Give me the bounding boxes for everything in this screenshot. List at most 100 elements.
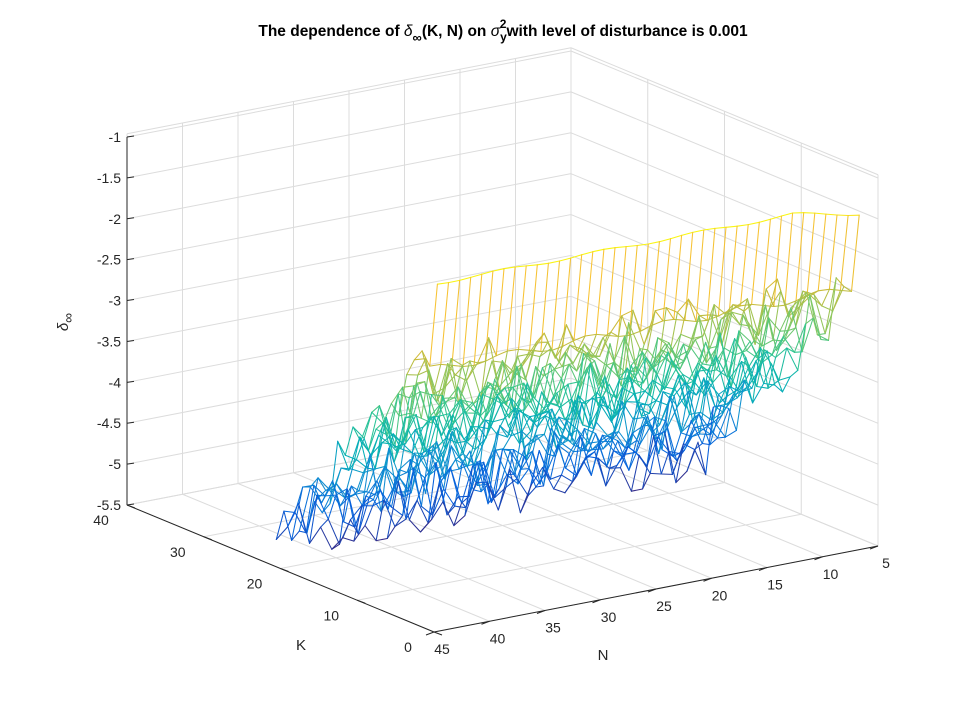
mesh-segment xyxy=(735,306,745,312)
mesh-segment xyxy=(486,481,499,511)
mesh-segment xyxy=(437,413,451,417)
mesh-segment xyxy=(546,431,556,473)
mesh-segment xyxy=(472,489,482,493)
mesh-segment xyxy=(663,359,673,388)
z-tick xyxy=(126,462,135,465)
mesh-segment xyxy=(771,330,781,356)
mesh-segment xyxy=(505,449,515,488)
mesh-segment xyxy=(746,298,756,345)
mesh-segment xyxy=(400,429,410,450)
mesh-segment xyxy=(547,260,561,264)
mesh-segment xyxy=(682,443,696,451)
mesh-segment xyxy=(531,356,541,399)
x-tick-label: 45 xyxy=(434,641,450,657)
mesh-segment xyxy=(586,455,599,459)
mesh-segment xyxy=(403,444,413,454)
mesh-segment xyxy=(698,413,711,446)
mesh-segment xyxy=(423,394,433,453)
mesh-segment xyxy=(541,362,551,369)
mesh-segment xyxy=(774,384,784,393)
mesh-segment xyxy=(308,526,322,544)
mesh-segment xyxy=(286,502,300,528)
mesh-segment xyxy=(598,436,611,446)
mesh-segment xyxy=(434,437,447,451)
mesh-segment xyxy=(396,417,406,453)
mesh-segment xyxy=(460,398,469,442)
mesh-segment xyxy=(516,477,529,497)
z-tick xyxy=(126,421,135,424)
mesh-segment xyxy=(587,432,597,453)
mesh-segment xyxy=(814,212,827,215)
mesh-segment xyxy=(560,363,570,379)
mesh-segment xyxy=(720,311,733,320)
mesh-segment xyxy=(397,393,410,399)
mesh-segment xyxy=(413,467,422,507)
mesh-segment xyxy=(612,362,622,387)
mesh-segment xyxy=(368,489,381,499)
mesh-segment xyxy=(473,273,483,366)
mesh-segment xyxy=(328,483,338,490)
mesh-segment xyxy=(371,405,380,413)
mesh-segment xyxy=(542,428,552,487)
x-tick xyxy=(647,588,657,593)
mesh-segment xyxy=(758,350,768,370)
mesh-segment xyxy=(766,350,776,386)
mesh-segment xyxy=(647,400,657,406)
mesh-segment xyxy=(558,416,568,421)
mesh-segment xyxy=(801,317,814,353)
mesh-segment xyxy=(653,431,666,437)
mesh-segment xyxy=(436,441,445,480)
mesh-segment xyxy=(729,376,739,390)
mesh-segment xyxy=(725,225,738,228)
mesh-segment xyxy=(549,362,559,406)
mesh-segment xyxy=(593,375,606,430)
mesh-segment xyxy=(492,403,502,423)
mesh-segment xyxy=(738,330,751,342)
mesh-segment xyxy=(506,348,520,352)
mesh-segment xyxy=(291,486,304,541)
mesh-segment xyxy=(784,212,794,306)
mesh-segment xyxy=(429,283,438,367)
mesh-segment xyxy=(602,331,612,339)
x-tick-label: 10 xyxy=(823,566,839,582)
mesh-segment xyxy=(581,251,594,256)
mesh-segment xyxy=(451,430,464,455)
mesh-segment xyxy=(477,337,490,364)
mesh-segment xyxy=(492,268,505,272)
mesh-segment xyxy=(371,411,384,424)
mesh-segment xyxy=(520,450,533,470)
y-tick-label: 0 xyxy=(404,639,412,655)
mesh-segment xyxy=(664,363,673,390)
mesh-segment xyxy=(521,416,531,433)
mesh-segment xyxy=(628,440,638,471)
mesh-segment xyxy=(827,277,837,341)
mesh-segment xyxy=(724,394,734,438)
mesh-segment xyxy=(616,446,629,466)
mesh-segment xyxy=(383,499,393,508)
mesh-segment xyxy=(758,218,771,223)
mesh-segment xyxy=(668,342,681,370)
mesh-segment xyxy=(464,465,474,517)
mesh-segment xyxy=(611,387,624,423)
mesh-segment xyxy=(547,416,560,455)
mesh-segment xyxy=(628,322,641,350)
mesh-segment xyxy=(629,403,642,448)
mesh-segment xyxy=(592,397,602,406)
mesh-segment xyxy=(613,315,623,363)
mesh-segment xyxy=(496,387,506,396)
mesh-segment xyxy=(575,455,588,478)
mesh-segment xyxy=(817,213,827,292)
mesh-segment xyxy=(651,241,660,326)
mesh-segment xyxy=(715,355,725,371)
mesh-segment xyxy=(536,434,549,455)
mesh-segment xyxy=(632,416,645,420)
mesh-segment xyxy=(657,337,670,344)
mesh-segment xyxy=(442,395,451,433)
mesh-segment xyxy=(495,448,504,451)
mesh-segment xyxy=(649,354,662,397)
mesh-segment xyxy=(636,390,646,403)
mesh-segment xyxy=(517,348,531,351)
mesh-segment xyxy=(520,353,530,365)
mesh-segment xyxy=(454,364,463,399)
mesh-segment xyxy=(402,467,415,516)
